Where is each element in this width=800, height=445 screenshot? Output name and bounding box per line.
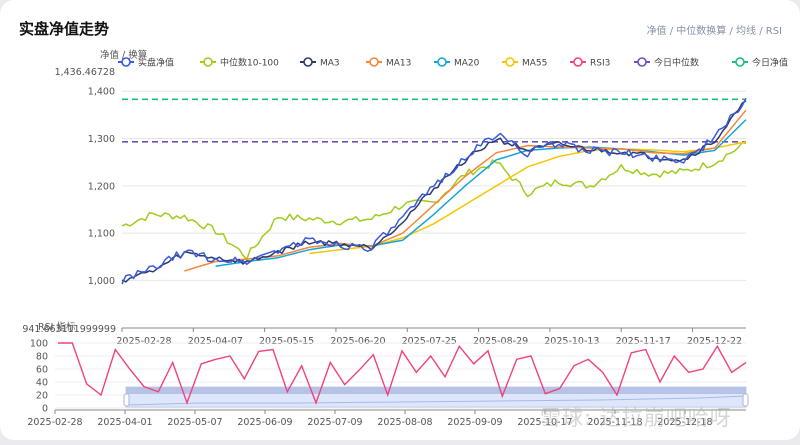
svg-text:60: 60 — [36, 365, 48, 376]
svg-text:2025-07-25: 2025-07-25 — [402, 336, 457, 347]
legend-item[interactable]: 今日净值 — [732, 57, 788, 69]
svg-text:MA20: MA20 — [454, 59, 480, 69]
svg-text:2025-08-08: 2025-08-08 — [377, 417, 432, 428]
legend-item[interactable]: RSI3 — [570, 57, 610, 69]
svg-text:2025-06-20: 2025-06-20 — [330, 336, 385, 347]
page-title: 实盘净值走势 — [19, 20, 110, 38]
svg-text:今日净值: 今日净值 — [752, 57, 788, 69]
svg-text:实盘净值: 实盘净值 — [138, 57, 174, 69]
svg-text:RSI 指标: RSI 指标 — [38, 321, 76, 333]
slider-handle-right[interactable] — [742, 393, 749, 407]
rsi-line — [58, 342, 747, 405]
svg-text:80: 80 — [36, 352, 48, 363]
svg-text:941.663111999999: 941.663111999999 — [22, 324, 116, 335]
svg-text:1,436.46728: 1,436.46728 — [55, 67, 115, 78]
svg-text:RSI3: RSI3 — [590, 59, 610, 69]
svg-text:2025-07-09: 2025-07-09 — [307, 417, 362, 428]
svg-text:2025-09-09: 2025-09-09 — [447, 417, 502, 428]
svg-text:2025-05-15: 2025-05-15 — [259, 336, 314, 347]
series-line — [184, 109, 747, 272]
svg-text:MA3: MA3 — [320, 59, 340, 69]
svg-text:2025-06-09: 2025-06-09 — [237, 417, 292, 428]
svg-text:2025-11-17: 2025-11-17 — [616, 336, 671, 347]
legend-item[interactable]: MA55 — [502, 57, 547, 69]
series-line — [121, 100, 747, 283]
legend-item[interactable]: MA3 — [300, 57, 340, 69]
svg-text:20: 20 — [36, 391, 48, 402]
legend-item[interactable]: MA13 — [366, 57, 411, 69]
svg-text:2025-02-28: 2025-02-28 — [116, 336, 171, 347]
svg-text:2025-08-29: 2025-08-29 — [473, 336, 528, 347]
svg-text:0: 0 — [42, 404, 48, 415]
slider-handle-left[interactable] — [123, 393, 130, 407]
series-line — [309, 141, 747, 255]
svg-text:2025-02-28: 2025-02-28 — [27, 417, 82, 428]
series-line — [121, 97, 747, 285]
watermark: 雪球: 达拉崩吧哈呀 — [540, 406, 732, 430]
svg-text:1,000: 1,000 — [88, 276, 115, 287]
svg-text:2025-05-07: 2025-05-07 — [167, 417, 222, 428]
svg-text:净值 / 换算: 净值 / 换算 — [100, 49, 147, 61]
legend-item[interactable]: 今日中位数 — [634, 57, 699, 69]
chart-subtitle: 净值 / 中位数换算 / 均线 / RSI — [646, 26, 782, 37]
range-slider[interactable] — [123, 386, 749, 408]
series-line — [121, 141, 747, 261]
svg-text:2025-04-01: 2025-04-01 — [97, 417, 152, 428]
svg-text:1,100: 1,100 — [88, 229, 115, 240]
svg-text:40: 40 — [36, 378, 48, 389]
legend-item[interactable]: 实盘净值 — [118, 57, 174, 69]
svg-text:1,400: 1,400 — [88, 87, 115, 98]
svg-text:2025-10-13: 2025-10-13 — [544, 336, 599, 347]
legend-item[interactable]: 中位数10-100 — [200, 57, 279, 69]
svg-text:2025-11-18: 2025-11-18 — [587, 417, 642, 428]
legend-item[interactable]: MA20 — [434, 57, 480, 69]
svg-text:2025-12-22: 2025-12-22 — [687, 336, 742, 347]
svg-text:中位数10-100: 中位数10-100 — [220, 57, 279, 69]
svg-text:MA55: MA55 — [522, 59, 547, 69]
svg-text:1,200: 1,200 — [88, 181, 115, 192]
svg-text:2025-04-07: 2025-04-07 — [188, 336, 243, 347]
svg-text:2025-12-18: 2025-12-18 — [657, 417, 712, 428]
svg-text:2025-10-17: 2025-10-17 — [517, 417, 572, 428]
svg-text:今日中位数: 今日中位数 — [654, 57, 699, 69]
svg-text:100: 100 — [30, 339, 48, 350]
svg-text:MA13: MA13 — [386, 59, 411, 69]
svg-text:1,300: 1,300 — [88, 134, 115, 145]
